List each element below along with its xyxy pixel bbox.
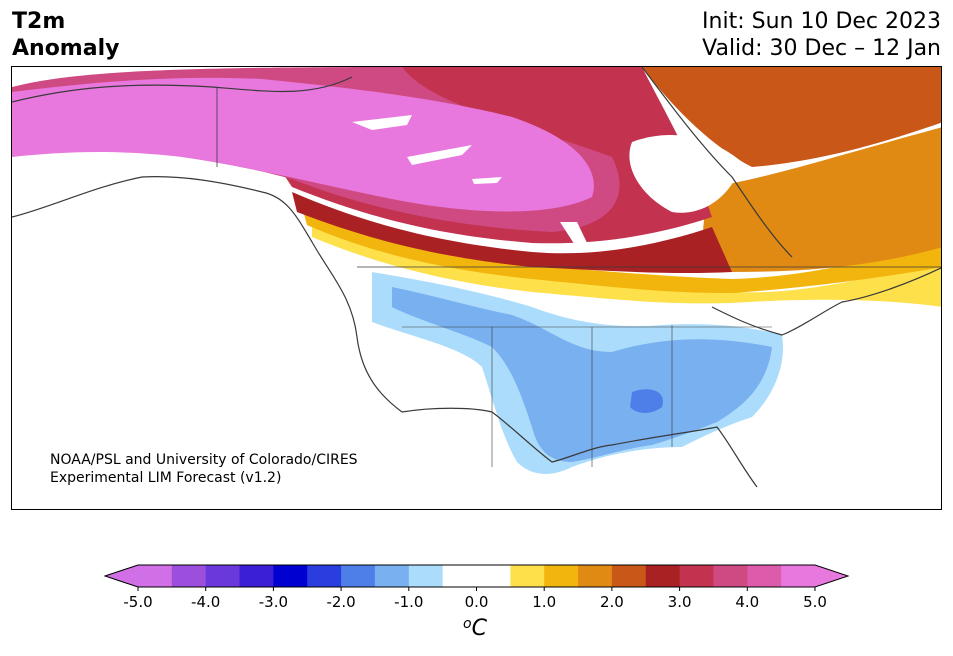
- colorbar-segment: [408, 565, 444, 587]
- anomaly-map: NOAA/PSL and University of Colorado/CIRE…: [11, 66, 942, 510]
- colorbar-segment: [273, 565, 308, 587]
- colorbar-segment: [578, 565, 613, 587]
- colorbar-svg: -5.0 -4.0 -3.0 -2.0 -1.0 0.0 1.0 2.0 3.0 4.0 5.0: [103, 564, 850, 611]
- colorbar-segment: [611, 565, 647, 587]
- cold-band-mid: [392, 287, 772, 462]
- colorbar-segment: [374, 565, 410, 587]
- colorbar-tick-label: 4.0: [735, 593, 759, 611]
- warm-band-darkorange: [642, 67, 941, 167]
- title-line-1: T2m: [12, 9, 66, 34]
- warm-band-yellow: [312, 217, 941, 307]
- colorbar-max-extend: [815, 565, 848, 587]
- title-line-2: Anomaly: [12, 36, 120, 61]
- credit-line-1: NOAA/PSL and University of Colorado/CIRE…: [50, 452, 358, 468]
- colorbar-segment: [713, 565, 748, 587]
- colorbar-segment: [747, 565, 782, 587]
- colorbar-segment: [307, 565, 342, 587]
- lake-athabasca: [472, 177, 502, 184]
- init-date: Init: Sun 10 Dec 2023: [702, 9, 941, 34]
- warm-band-orange: [703, 127, 941, 272]
- credit-text: NOAA/PSL and University of Colorado/CIRE…: [50, 451, 358, 487]
- lake-winnipeg: [560, 222, 590, 253]
- colorbar-tick-label: -2.0: [326, 593, 355, 611]
- forecast-dates: Init: Sun 10 Dec 2023 Valid: 30 Dec – 12…: [702, 8, 941, 62]
- colorbar-segment: [239, 565, 274, 587]
- colorbar-tick-label: 5.0: [803, 593, 827, 611]
- colorbar-segment: [341, 565, 376, 587]
- colorbar-segment: [645, 565, 681, 587]
- colorbar-segment: [781, 565, 816, 587]
- cold-band-deep: [630, 389, 663, 413]
- great-bear-lake: [352, 115, 412, 130]
- colorbar-segment: [138, 565, 173, 587]
- colorbar-tick-label: -4.0: [191, 593, 220, 611]
- colorbar-segment: [171, 565, 207, 587]
- colorbar-min-extend: [105, 565, 138, 587]
- borders: [12, 67, 941, 488]
- unit-letter: C: [471, 616, 487, 641]
- colorbar-tick-label: 1.0: [532, 593, 556, 611]
- warm-band-magenta: [12, 77, 594, 212]
- colorbar-tick-label: 3.0: [668, 593, 692, 611]
- great-slave-lake: [407, 145, 472, 165]
- unit-degree: o: [463, 616, 472, 632]
- colorbar: -5.0 -4.0 -3.0 -2.0 -1.0 0.0 1.0 2.0 3.0 4.0 5.0: [0, 555, 953, 655]
- colorbar-segment: [476, 565, 511, 587]
- hudson-bay-area: [629, 134, 742, 213]
- map-title: T2m Anomaly: [12, 8, 119, 62]
- colorbar-segment: [510, 565, 545, 587]
- map-canvas: [12, 67, 941, 488]
- valid-range: Valid: 30 Dec – 12 Jan: [702, 36, 941, 61]
- colorbar-segment: [442, 565, 477, 587]
- colorbar-tick-label: -3.0: [259, 593, 288, 611]
- unit-label: oC: [463, 616, 487, 641]
- colorbar-tick-label: 0.0: [465, 593, 489, 611]
- colorbar-segment: [544, 565, 579, 587]
- colorbar-tick-label: 2.0: [600, 593, 624, 611]
- colorbar-segment: [679, 565, 714, 587]
- credit-line-2: Experimental LIM Forecast (v1.2): [50, 470, 282, 486]
- colorbar-segment: [205, 565, 241, 587]
- colorbar-tick-label: -5.0: [123, 593, 152, 611]
- warm-band-red: [292, 192, 732, 274]
- colorbar-tick-label: -1.0: [394, 593, 423, 611]
